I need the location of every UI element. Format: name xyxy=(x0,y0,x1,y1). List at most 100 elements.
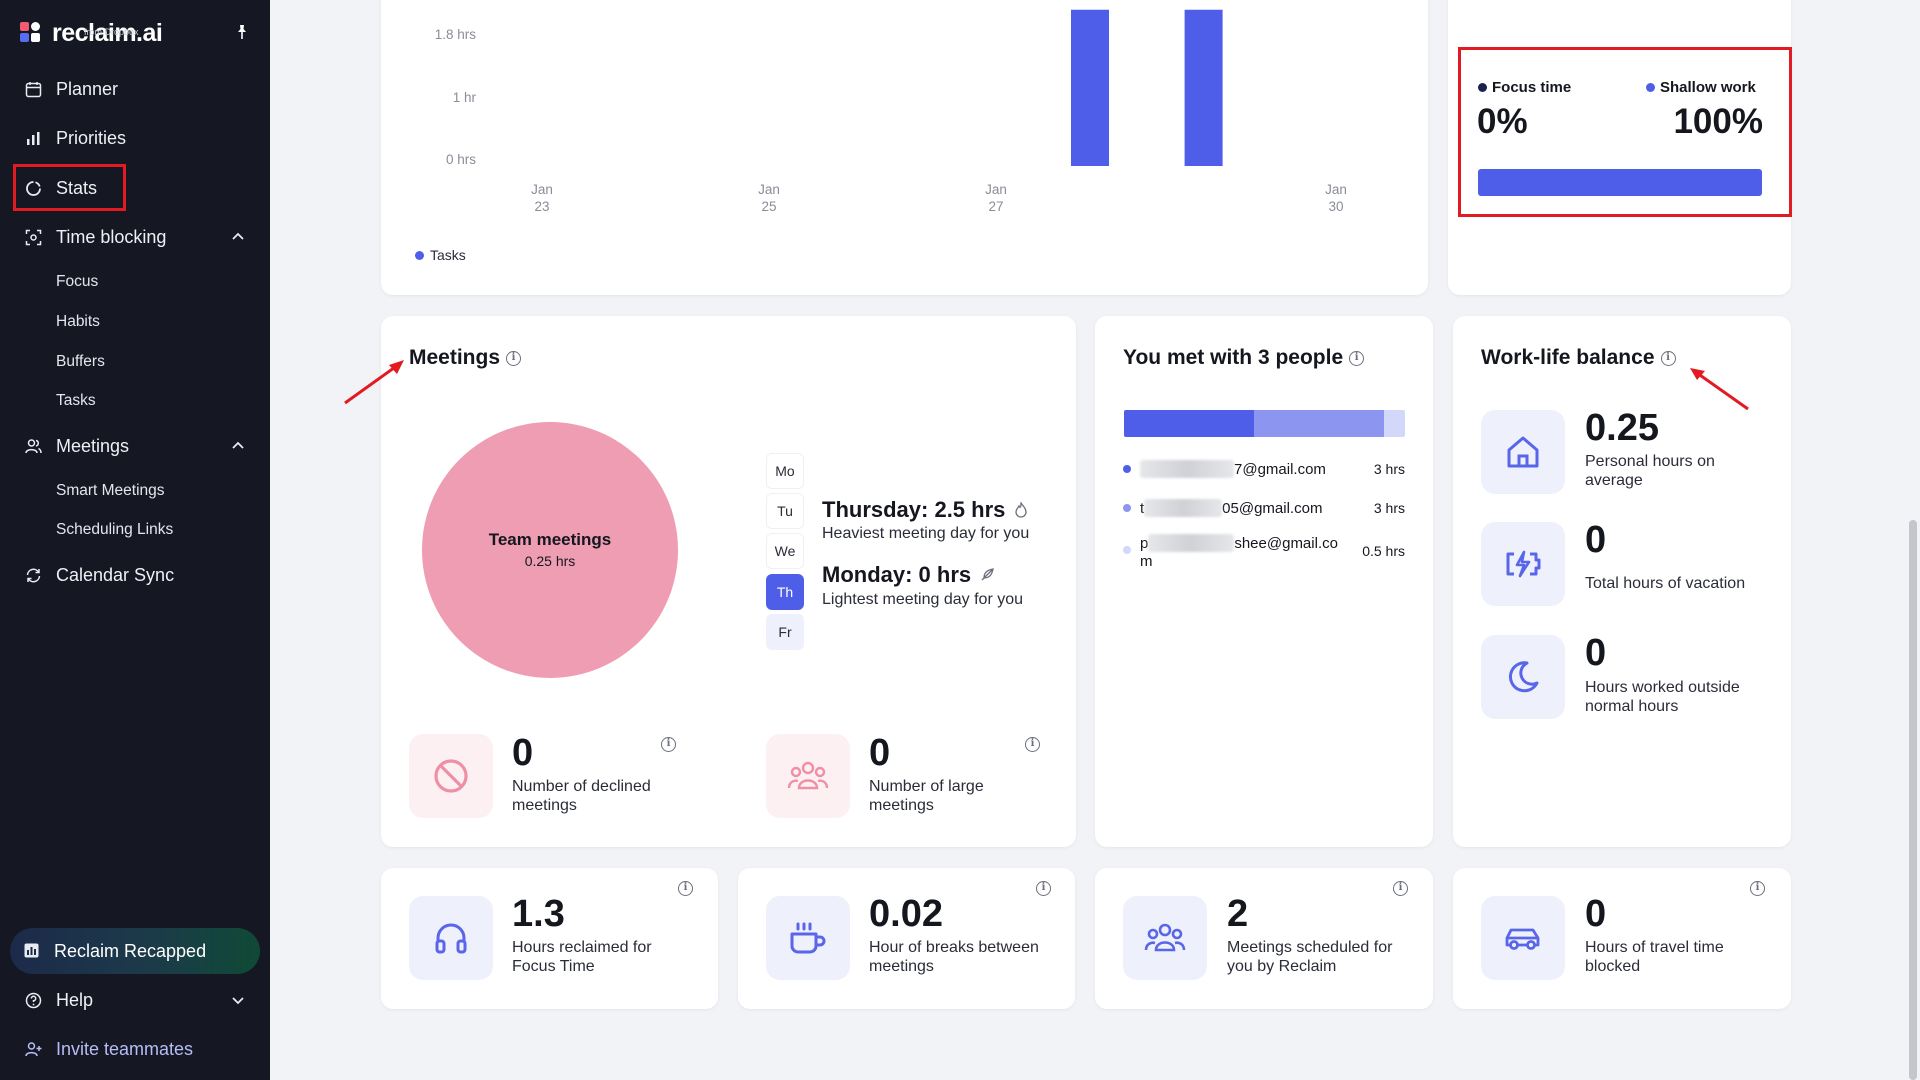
focus-time-percent: 0% xyxy=(1477,102,1528,141)
declined-icon-box xyxy=(409,734,493,818)
stat-label: Hour of breaks between meetings xyxy=(869,939,1039,975)
sidebar-item-stats[interactable]: Stats xyxy=(12,168,258,208)
people-row: t 05@gmail.com 3 hrs xyxy=(1123,496,1405,520)
brand-logo[interactable]: reclaim.ai xyxy=(20,20,163,46)
moon-icon xyxy=(1508,661,1539,693)
person-hours: 3 hrs xyxy=(1373,500,1405,516)
pie-label: Team meetings xyxy=(488,530,612,549)
sidebar-item-meetings[interactable]: Meetings xyxy=(12,426,258,466)
shallow-work-percent: 100% xyxy=(1673,102,1763,141)
stats-donut-icon xyxy=(24,179,42,197)
y-tick-label: 1 hr xyxy=(452,90,476,105)
day-pill-th[interactable]: Th xyxy=(766,574,804,610)
legend-swatch xyxy=(415,250,424,260)
stat-value: 0.02 xyxy=(869,893,943,935)
focus-time-legend: Focus time xyxy=(1478,79,1571,96)
person-email: 05@gmail.com xyxy=(1222,499,1323,517)
legend-swatch xyxy=(1646,83,1655,92)
flame-icon xyxy=(1015,502,1028,518)
sidebar-item-time-blocking[interactable]: Time blocking xyxy=(12,217,258,257)
info-icon[interactable]: i xyxy=(661,737,676,752)
outside-hours-label: Hours worked outside normal hours xyxy=(1585,679,1740,715)
heaviest-day-title: Thursday: 2.5 hrs xyxy=(822,497,1029,523)
info-icon[interactable]: i xyxy=(1036,881,1051,896)
person-email-start: p xyxy=(1140,534,1149,552)
scrollbar-track[interactable] xyxy=(1906,0,1920,1080)
reclaim-logo-icon xyxy=(20,22,42,44)
sidebar-subitem-tasks[interactable]: Tasks xyxy=(56,392,96,409)
calendar-icon xyxy=(24,80,42,98)
day-pill-tu[interactable]: Tu xyxy=(766,493,804,529)
sidebar-item-calendar-sync[interactable]: Calendar Sync xyxy=(12,555,258,595)
info-icon[interactable]: i xyxy=(1750,881,1765,896)
headphones-icon xyxy=(435,923,467,954)
sidebar-item-invite[interactable]: Invite teammates xyxy=(12,1029,258,1069)
x-tick-label: Jan 30 xyxy=(1325,182,1347,214)
day-pill-we[interactable]: We xyxy=(766,533,804,569)
redacted-email xyxy=(1140,460,1234,478)
ban-icon xyxy=(434,759,468,793)
pin-icon[interactable] xyxy=(234,24,250,40)
legend-label: Tasks xyxy=(430,247,466,263)
legend-swatch xyxy=(1478,83,1487,92)
chevron-up-icon[interactable] xyxy=(230,229,246,245)
info-icon[interactable]: i xyxy=(1349,350,1365,366)
home-icon xyxy=(1507,436,1539,468)
sidebar-subitem-habits[interactable]: Habits xyxy=(56,313,100,330)
declined-count: 0 xyxy=(512,732,534,774)
time-blocking-icon xyxy=(24,228,42,246)
lightest-day-subtitle: Lightest meeting day for you xyxy=(822,591,1024,608)
tasks-bar[interactable] xyxy=(1071,9,1109,166)
large-meetings-count: 0 xyxy=(869,732,891,774)
person-hours: 0.5 hrs xyxy=(1362,543,1405,559)
sidebar-item-label: Meetings xyxy=(56,435,130,456)
sidebar-item-label: Priorities xyxy=(56,127,127,148)
info-icon[interactable]: i xyxy=(1393,881,1408,896)
sidebar-subitem-smart-meetings[interactable]: Smart Meetings xyxy=(56,482,165,499)
people-share-bar xyxy=(1124,410,1405,437)
sidebar-item-help[interactable]: Help xyxy=(12,980,258,1020)
people-title: You met with 3 people i xyxy=(1123,346,1365,370)
day-pill-fr[interactable]: Fr xyxy=(766,614,804,650)
team-meetings-pie xyxy=(422,422,678,678)
personal-hours-value: 0.25 xyxy=(1585,407,1659,449)
stat-value: 0 xyxy=(1585,893,1607,935)
sidebar-subitem-buffers[interactable]: Buffers xyxy=(56,353,105,370)
sidebar-subitem-focus[interactable]: Focus xyxy=(56,273,99,290)
sidebar-item-planner[interactable]: Planner xyxy=(12,69,258,109)
day-pill-mo[interactable]: Mo xyxy=(766,453,804,489)
shallow-work-fill xyxy=(1478,169,1762,196)
stat-value: 2 xyxy=(1227,893,1249,935)
person-email-wrap: m xyxy=(1140,553,1153,570)
tasks-bar[interactable] xyxy=(1184,9,1223,166)
info-icon[interactable]: i xyxy=(1025,737,1040,752)
info-icon[interactable]: i xyxy=(678,881,693,896)
x-tick-label: Jan 27 xyxy=(985,182,1007,214)
scrollbar-thumb[interactable] xyxy=(1909,520,1917,1080)
highlight-box-focus xyxy=(1458,47,1792,217)
x-tick-label: Jan 25 xyxy=(758,182,780,214)
sidebar-item-label: Time blocking xyxy=(56,226,167,247)
info-icon[interactable]: i xyxy=(1660,350,1676,366)
sidebar-item-label: Planner xyxy=(56,78,119,99)
people-share-segment xyxy=(1124,410,1255,437)
people-group-icon xyxy=(1144,923,1186,952)
meetings-people-icon xyxy=(24,437,42,455)
person-hours: 3 hrs xyxy=(1373,461,1405,477)
sidebar: reclaim.ai from Dropbox Planner Prioriti… xyxy=(0,0,270,1080)
people-share-segment xyxy=(1384,410,1405,437)
chevron-down-icon[interactable] xyxy=(230,992,246,1008)
sync-icon xyxy=(24,566,42,584)
large-meetings-label: Number of large meetings xyxy=(869,778,984,814)
bar-chart-icon xyxy=(24,129,42,147)
recap-label: Reclaim Recapped xyxy=(54,940,207,961)
coffee-cup-icon xyxy=(790,922,826,954)
chevron-up-icon[interactable] xyxy=(230,438,246,454)
sidebar-item-priorities[interactable]: Priorities xyxy=(12,118,258,158)
sidebar-subitem-scheduling-links[interactable]: Scheduling Links xyxy=(56,521,174,538)
people-card: You met with 3 people i 7@gmail.com 3 hr… xyxy=(1095,316,1433,847)
info-icon[interactable]: i xyxy=(506,350,522,366)
reclaim-recapped-button[interactable]: Reclaim Recapped xyxy=(10,928,260,974)
people-share-segment xyxy=(1254,410,1385,437)
personal-hours-label: Personal hours on average xyxy=(1585,453,1715,489)
